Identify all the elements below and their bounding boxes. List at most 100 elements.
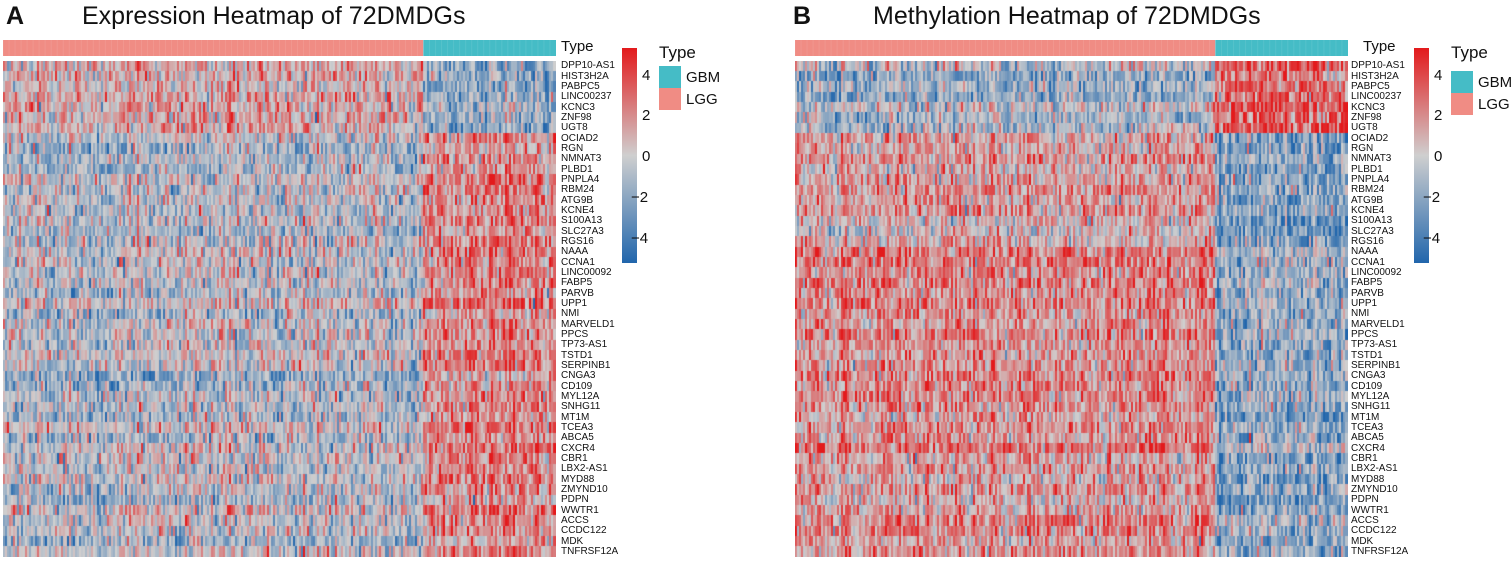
gene-label: MYL12A <box>1351 390 1390 402</box>
gene-labels: DPP10-AS1 HIST3H2A PABPC5 LINC00237 KCNC3 ZNF… <box>561 61 621 557</box>
gene-label: TCEA3 <box>1351 421 1384 433</box>
gene-label: ZMYND10 <box>561 483 608 495</box>
type-annotation-label: Type <box>561 38 594 55</box>
colorbar-tick: 0 <box>642 148 651 165</box>
gene-label: UGT8 <box>561 122 588 134</box>
gene-label: LINC00237 <box>561 91 612 103</box>
gene-label: KCNE4 <box>1351 204 1385 216</box>
gene-label: ZMYND10 <box>1351 483 1398 495</box>
colorbar-tick: −2 <box>631 189 649 206</box>
gene-label: CXCR4 <box>1351 442 1385 454</box>
gene-label: TNFRSF12A <box>1351 545 1409 557</box>
gene-label: LBX2-AS1 <box>1351 463 1398 475</box>
gene-label: MARVELD1 <box>561 318 615 330</box>
type-gbm-segment <box>1215 40 1348 56</box>
gene-label: CCDC122 <box>561 525 607 537</box>
gene-label: NAAA <box>561 246 589 258</box>
gene-label: PARVB <box>561 287 594 299</box>
gene-label: MDK <box>561 535 584 547</box>
gene-label: CBR1 <box>1351 452 1378 464</box>
legend-title: Type <box>1451 43 1488 62</box>
gene-label: ZNF98 <box>1351 111 1382 123</box>
legend-label-gbm: GBM <box>1478 74 1511 91</box>
gene-label: NMNAT3 <box>561 153 602 165</box>
gene-label: MYD88 <box>1351 473 1385 485</box>
gene-label: PLBD1 <box>561 163 593 175</box>
legend-label-lgg: LGG <box>686 91 718 108</box>
gene-label: PPCS <box>1351 328 1379 340</box>
gene-label: MT1M <box>561 411 590 423</box>
colorbar-tick: 0 <box>1434 148 1443 165</box>
gene-label: DPP10-AS1 <box>561 60 615 72</box>
gene-label: TP73-AS1 <box>561 339 608 351</box>
colorbar-tick: 4 <box>1434 67 1443 84</box>
type-annotation-bar <box>3 40 556 56</box>
gene-label: ACCS <box>1351 514 1379 526</box>
gene-label: RGS16 <box>1351 235 1384 247</box>
gene-label: NMI <box>561 308 580 320</box>
gene-label: PABPC5 <box>1351 80 1390 92</box>
gene-label: SLC27A3 <box>561 225 604 237</box>
type-gbm-segment <box>423 40 556 56</box>
gene-label: LBX2-AS1 <box>561 463 608 475</box>
gene-label: CCDC122 <box>1351 525 1397 537</box>
panel-letter: B <box>793 2 812 30</box>
gene-label: ACCS <box>561 514 589 526</box>
gene-label: PPCS <box>561 328 589 340</box>
gene-label: ABCA5 <box>1351 432 1384 444</box>
gene-label: FABP5 <box>1351 277 1383 289</box>
gene-label: CD109 <box>1351 380 1383 392</box>
gene-label: LINC00237 <box>1351 91 1402 103</box>
gene-label: MYD88 <box>561 473 595 485</box>
colorbar-tick: −4 <box>631 230 649 247</box>
gene-label: SNHG11 <box>1351 401 1391 413</box>
gene-label: PLBD1 <box>1351 163 1383 175</box>
colorbar <box>622 48 637 263</box>
legend-key-lgg <box>659 88 681 110</box>
gene-label: TCEA3 <box>561 421 594 433</box>
gene-label: CXCR4 <box>561 442 595 454</box>
colorbar-gradient <box>1414 48 1429 263</box>
legend-key-lgg <box>1451 93 1473 115</box>
gene-label: DPP10-AS1 <box>1351 60 1405 72</box>
gene-label: CD109 <box>561 380 593 392</box>
gene-label: PNPLA4 <box>1351 173 1390 185</box>
gene-label: ATG9B <box>1351 194 1384 206</box>
gene-label: KCNC3 <box>1351 101 1385 113</box>
legend-label-gbm: GBM <box>686 69 721 86</box>
gene-label: MT1M <box>1351 411 1380 423</box>
colorbar-tick: 2 <box>642 107 651 124</box>
gene-label: CNGA3 <box>561 370 596 382</box>
heatmap-cells <box>795 61 1348 557</box>
gene-label: SLC27A3 <box>1351 225 1394 237</box>
gene-label: ATG9B <box>561 194 594 206</box>
gene-label: CCNA1 <box>561 256 595 268</box>
gene-label: NMI <box>1351 308 1370 320</box>
gene-label: TNFRSF12A <box>561 545 619 557</box>
colorbar-tick: −4 <box>1423 230 1441 247</box>
chart-title: Methylation Heatmap of 72DMDGs <box>873 2 1261 30</box>
gene-label: PABPC5 <box>561 80 600 92</box>
type-lgg-segment <box>3 40 424 56</box>
gene-label: TP73-AS1 <box>1351 339 1398 351</box>
gene-labels: DPP10-AS1 HIST3H2A PABPC5 LINC00237 KCNC3 ZNF… <box>1351 61 1411 557</box>
gene-label: ABCA5 <box>561 432 594 444</box>
gene-label: SNHG11 <box>561 401 601 413</box>
gene-label: NMNAT3 <box>1351 153 1392 165</box>
panel-b: B Methylation Heatmap of 72DMDGs Type DP… <box>790 0 1511 561</box>
gene-label: RGN <box>1351 142 1374 154</box>
gene-label: WWTR1 <box>561 504 599 516</box>
panel-a: A Expression Heatmap of 72DMDGs Type DPP… <box>3 2 721 557</box>
colorbar-tick: 4 <box>642 67 651 84</box>
gene-label: SERPINB1 <box>561 359 611 371</box>
chart-title: Expression Heatmap of 72DMDGs <box>82 2 466 30</box>
gene-label: OCIAD2 <box>561 132 599 144</box>
type-lgg-segment <box>795 40 1216 56</box>
gene-label: MARVELD1 <box>1351 318 1405 330</box>
legend-title: Type <box>659 43 696 62</box>
colorbar-tick: 2 <box>1434 107 1443 124</box>
gene-label: S100A13 <box>1351 215 1393 227</box>
gene-label: UPP1 <box>561 297 588 309</box>
gene-label: LINC00092 <box>1351 266 1402 278</box>
colorbar-gradient <box>622 48 637 263</box>
